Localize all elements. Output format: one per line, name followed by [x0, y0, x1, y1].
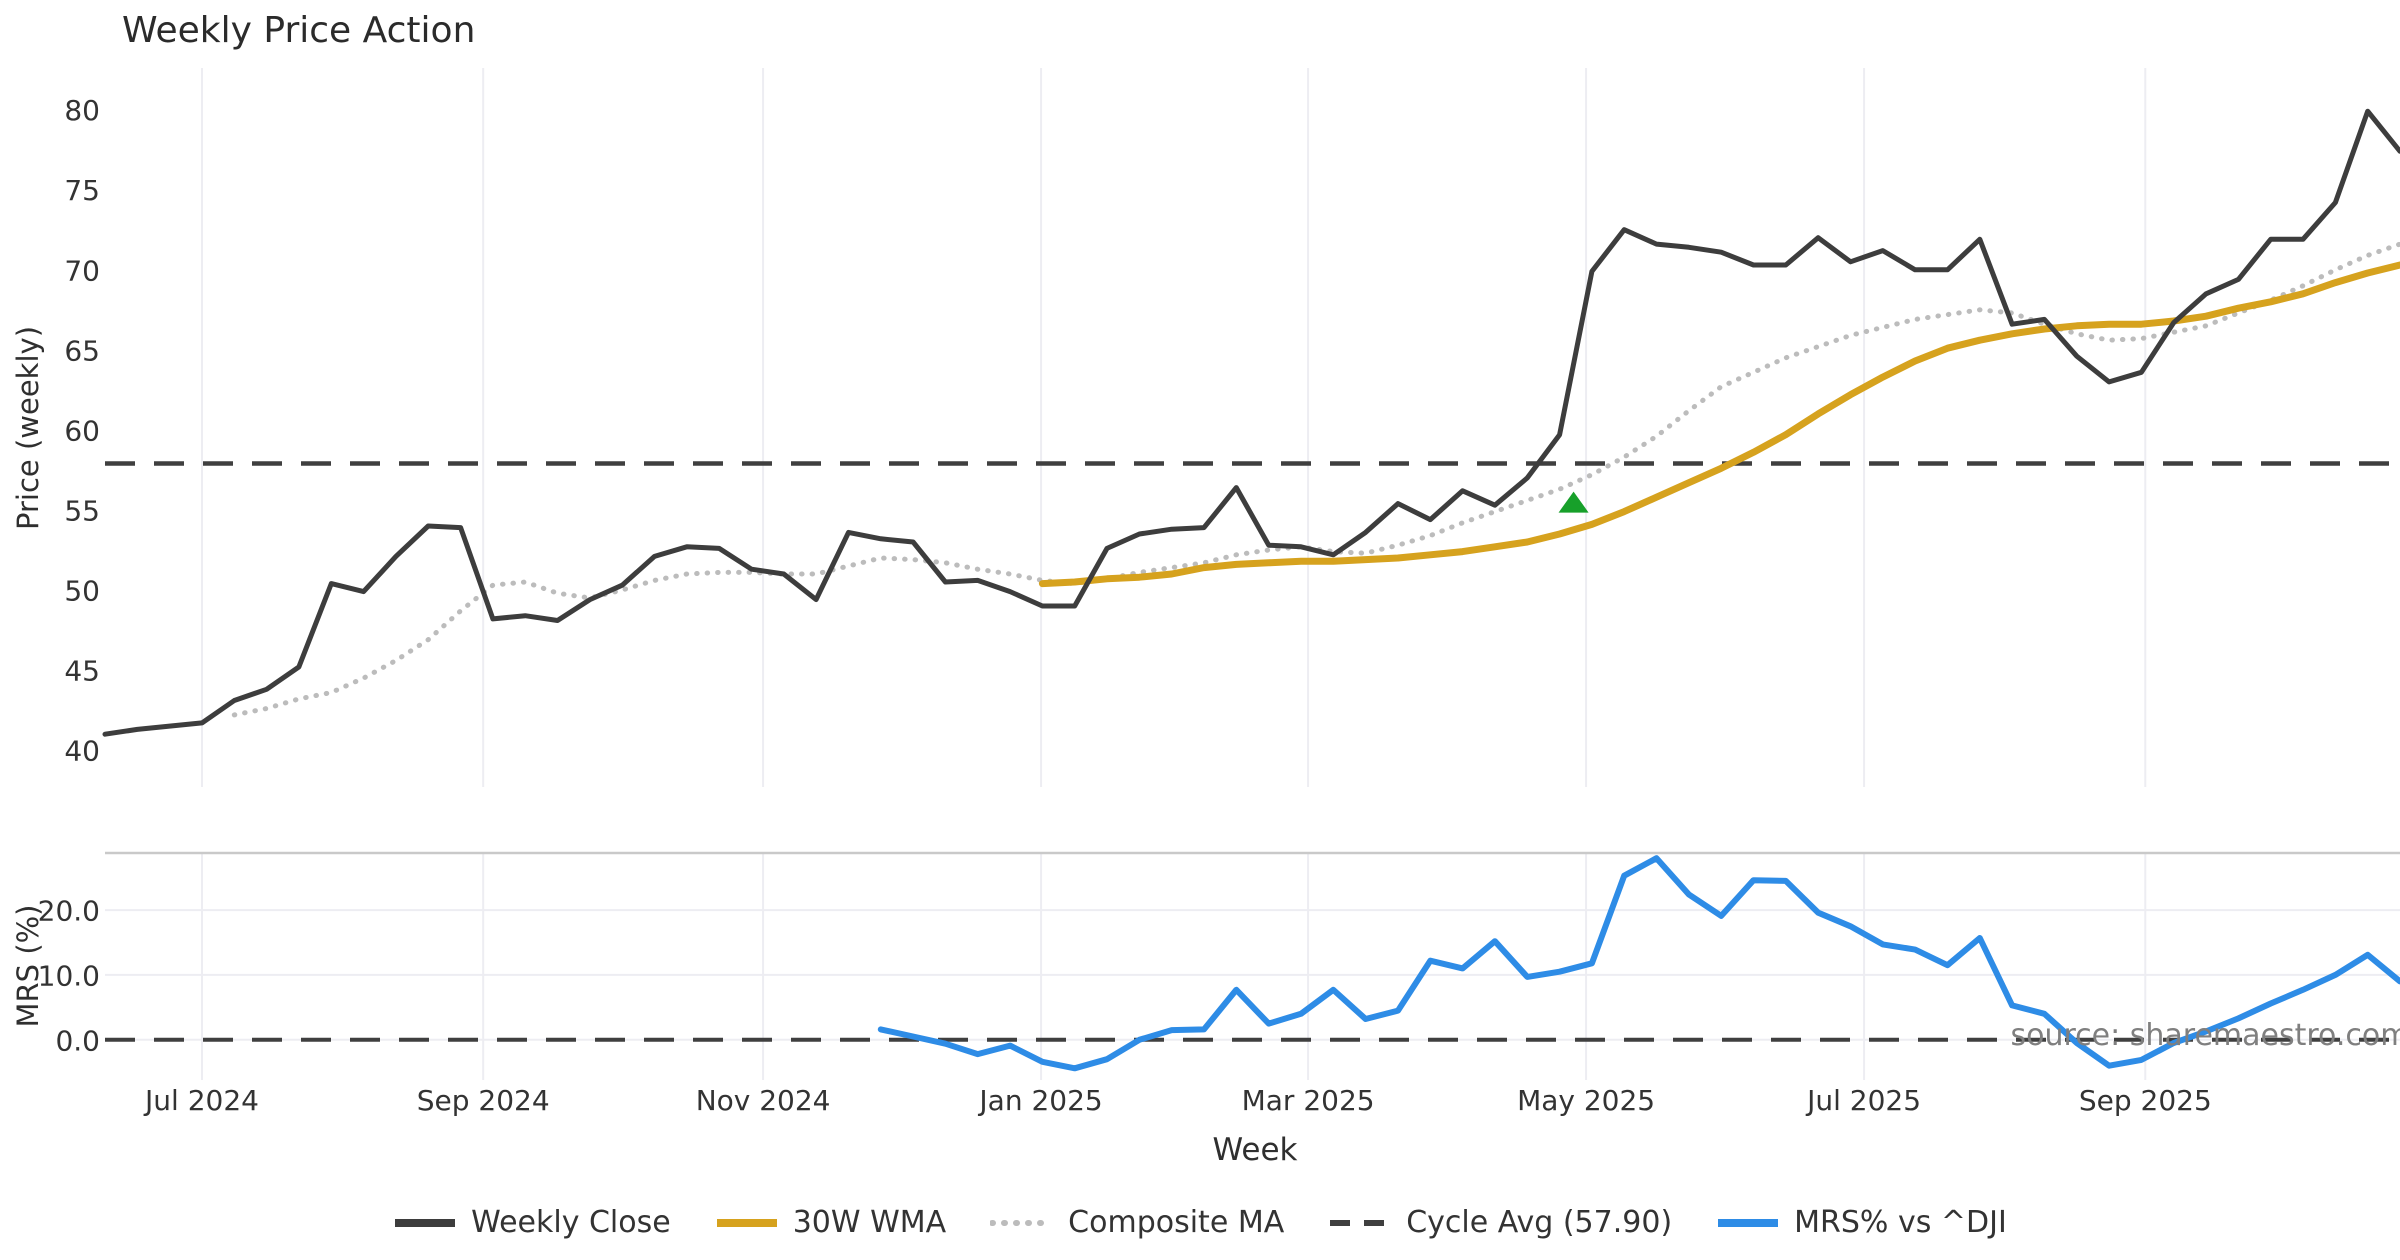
legend-swatch-solid — [1718, 1218, 1779, 1227]
y-tick-label: 40 — [64, 735, 100, 768]
x-tick-label: Mar 2025 — [1242, 1084, 1375, 1117]
legend-item-cycle-avg-57-90-: Cycle Avg (57.90) — [1328, 1205, 1672, 1240]
y-tick-label: 75 — [64, 174, 100, 207]
legend-label: Composite MA — [1068, 1205, 1285, 1240]
legend-label: Weekly Close — [471, 1205, 671, 1240]
y-tick-label: 45 — [64, 655, 100, 688]
y-tick-label: 50 — [64, 575, 100, 608]
legend-item-mrs-vs-dji: MRS% vs ^DJI — [1716, 1205, 2007, 1240]
chart-legend: Weekly Close 30W WMA Composite MA Cycle … — [0, 1205, 2400, 1240]
x-tick-label: Jul 2025 — [1805, 1084, 1921, 1117]
x-tick-label: Sep 2024 — [417, 1084, 550, 1117]
mrs-axis-title: MRS (%) — [11, 905, 45, 1028]
legend-swatch-dashed — [1330, 1219, 1391, 1226]
y-tick-label: 20.0 — [38, 895, 100, 928]
legend-label: 30W WMA — [792, 1205, 947, 1240]
legend-swatch-solid — [716, 1218, 777, 1227]
source-attribution: source: sharemaestro.com — [2010, 1018, 2400, 1053]
30w-wma-line — [1038, 261, 2400, 588]
weekly-close-line — [102, 108, 2400, 737]
mrs-line — [877, 855, 2400, 1072]
legend-swatch-solid — [395, 1218, 456, 1227]
buy-signal-marker — [1558, 491, 1589, 513]
y-tick-label: 80 — [64, 94, 100, 127]
x-axis-title: Week — [1212, 1132, 1298, 1168]
legend-label: MRS% vs ^DJI — [1794, 1205, 2007, 1240]
y-tick-label: 55 — [64, 494, 100, 527]
y-tick-label: 65 — [64, 334, 100, 367]
x-tick-label: Jan 2025 — [977, 1084, 1102, 1117]
x-tick-label: May 2025 — [1517, 1084, 1655, 1117]
y-tick-label: 10.0 — [38, 959, 100, 992]
y-tick-label: 60 — [64, 414, 100, 447]
legend-label: Cycle Avg (57.90) — [1406, 1205, 1673, 1240]
price-axis-title: Price (weekly) — [11, 326, 45, 530]
x-tick-label: Nov 2024 — [696, 1084, 831, 1117]
y-tick-label: 70 — [64, 254, 100, 287]
y-tick-label: 0.0 — [55, 1024, 100, 1057]
x-tick-label: Sep 2025 — [2079, 1084, 2212, 1117]
legend-item-30w-wma: 30W WMA — [715, 1205, 946, 1240]
composite-ma-line — [231, 241, 2400, 718]
chart-title: Weekly Price Action — [122, 10, 476, 51]
legend-item-composite-ma: Composite MA — [990, 1205, 1284, 1240]
legend-swatch-dotted — [990, 1219, 1055, 1226]
x-tick-label: Jul 2024 — [143, 1084, 259, 1117]
legend-item-weekly-close: Weekly Close — [393, 1205, 671, 1240]
